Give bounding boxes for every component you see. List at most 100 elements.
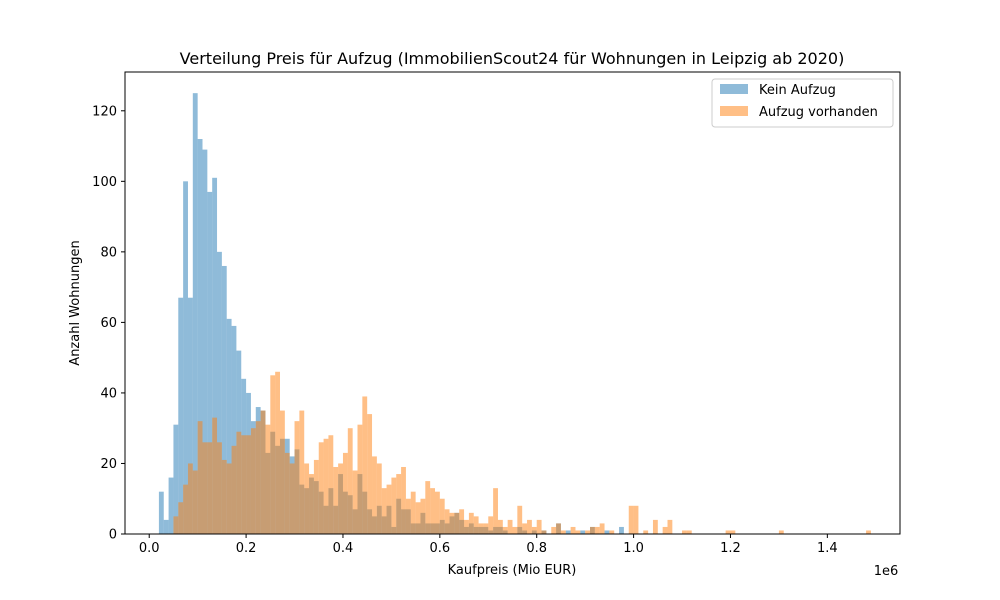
histogram-bar [275,371,280,534]
histogram-bar [682,530,687,534]
histogram-bar [502,526,508,534]
histogram-bar [352,470,358,534]
histogram-bar [367,414,373,534]
histogram-bar [551,526,557,534]
histogram-bar [459,509,465,534]
histogram-bar [449,512,455,534]
histogram-bar [226,463,232,534]
y-tick-label: 60 [100,316,117,331]
histogram-bar [212,177,218,535]
histogram-bar [667,519,673,534]
histogram-bar [178,502,184,534]
histogram-bar [187,297,193,534]
histogram-bar [246,435,251,534]
histogram-bar [347,428,353,534]
histogram-bar [570,526,576,534]
histogram-bar [294,421,300,534]
legend-swatch-aufzug-vorhanden [720,106,748,116]
histogram-bar [531,526,537,534]
histogram-bar [725,530,731,534]
histogram-bar [221,265,227,534]
histogram-bar [575,530,581,534]
histogram-bar [376,463,382,534]
histogram-bar [604,530,610,534]
histogram-bar [652,519,658,534]
histogram-bar [192,93,198,534]
x-axis-ticks: 0.0 0.2 0.4 0.6 0.8 1.0 1.2 1.4 [139,534,838,556]
histogram-bar [425,481,431,534]
legend-swatch-kein-aufzug [720,84,748,94]
histogram-bar [560,530,566,534]
histogram-bar [338,463,343,534]
x-axis-offset-label: 1e6 [874,564,899,579]
histogram-bar [633,505,639,534]
histogram-bar [556,523,561,534]
histogram-bar [866,530,871,534]
histogram-bar [391,477,397,534]
x-tick-label: 0.8 [526,541,547,556]
histogram-bar [585,530,590,534]
histogram-bar [386,484,392,534]
histogram-bar [628,505,634,534]
histogram-bar [410,491,416,534]
histogram-bar [522,523,528,534]
histogram-bar [173,516,179,534]
histogram-bar [730,530,736,534]
chart-title: Verteilung Preis für Aufzug (ImmobilienS… [180,49,845,68]
histogram-bar [599,523,605,534]
y-tick-label: 80 [100,245,117,260]
histogram-bar [313,459,319,534]
histogram-bar [217,442,222,534]
legend: Kein Aufzug Aufzug vorhanden [711,78,894,128]
plot-area-frame [124,71,901,535]
histogram-bar [168,477,174,534]
histogram-bar [435,491,440,534]
histogram-bar [594,526,600,534]
histogram-bar [260,410,266,534]
histogram-bar [580,530,586,534]
histogram-bar [270,375,276,534]
histogram-bar [212,417,218,534]
histogram-bar [619,526,624,534]
histogram-bar [565,530,571,534]
histogram-bar [207,442,213,534]
histogram-bar [468,512,474,534]
histogram-bar [265,424,271,534]
histogram-bar [178,297,184,534]
histogram-bar [318,442,324,534]
histogram-bar [527,519,532,534]
histogram-bar [590,526,595,534]
bars-layer [158,93,871,535]
histogram-bar [158,491,164,534]
histogram-bar [473,516,479,534]
histogram-bar [217,251,222,535]
histogram-bar [183,181,188,534]
histogram-bar [289,463,295,534]
histogram-bar [236,431,242,534]
histogram-bar [183,484,188,534]
histogram-bar [381,488,387,534]
histogram-bar [163,519,169,534]
histogram-bar [444,509,450,534]
histogram-bar [173,424,179,534]
histogram-bar [304,463,310,534]
histogram-bar [493,488,498,534]
histogram-bar [284,452,290,534]
x-tick-label: 0.6 [430,541,451,556]
histogram-bar [241,435,247,534]
legend-label-aufzug-vorhanden: Aufzug vorhanden [759,105,878,120]
y-tick-label: 100 [92,175,117,190]
histogram-bar [430,488,435,534]
histogram-bar [255,421,261,534]
histogram-bar [609,530,615,534]
x-tick-label: 1.4 [817,541,838,556]
y-axis-ticks: 0 20 40 60 80 100 120 [92,104,125,543]
histogram-bar [328,435,334,534]
y-tick-label: 0 [109,528,117,543]
histogram-bar [207,191,213,534]
legend-label-kein-aufzug: Kein Aufzug [759,83,836,98]
histogram-bar [342,452,348,534]
histogram-bar [202,442,208,534]
histogram-bar [333,466,339,534]
